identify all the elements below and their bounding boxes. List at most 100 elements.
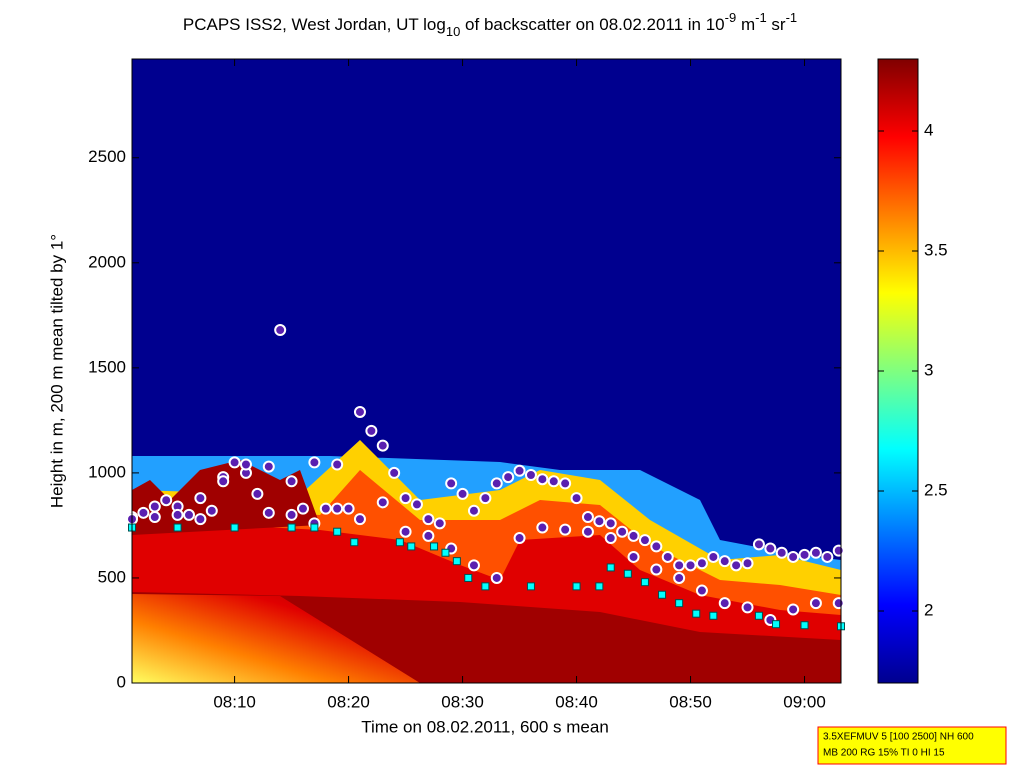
data-point [319, 502, 332, 515]
data-point [709, 611, 718, 620]
data-point [262, 506, 275, 519]
data-point [285, 508, 298, 521]
title-part: PCAPS ISS2, West Jordan, UT log [183, 15, 446, 34]
data-point [481, 582, 490, 591]
data-point [718, 555, 731, 568]
data-point [658, 590, 667, 599]
data-point [490, 477, 503, 490]
title-part: m [736, 15, 755, 34]
plot-frame [131, 58, 842, 684]
data-point [741, 601, 754, 614]
data-point [695, 584, 708, 597]
y-tick-label: 2000 [88, 252, 126, 271]
data-point [148, 511, 161, 524]
data-point [441, 548, 450, 557]
colorbar-tick-label: 3.5 [924, 240, 948, 259]
x-tick-label: 08:30 [441, 692, 484, 711]
data-point [376, 496, 389, 509]
data-point [430, 542, 439, 551]
data-point [730, 559, 743, 572]
note-line: 3.5XEFMUV 5 [100 2500] NH 600 [823, 732, 974, 743]
data-point [547, 475, 560, 488]
data-point [173, 523, 182, 532]
data-point [171, 508, 184, 521]
data-point [627, 550, 640, 563]
data-point [433, 517, 446, 530]
title-part: of backscatter on 08.02.2011 in 10 [460, 15, 724, 34]
data-point [821, 550, 834, 563]
data-point [296, 502, 309, 515]
data-point [627, 529, 640, 542]
data-point [422, 513, 435, 526]
data-point [606, 563, 615, 572]
data-point [772, 620, 781, 629]
data-point [452, 557, 461, 566]
data-point [502, 471, 515, 484]
data-point [407, 542, 416, 551]
data-point [692, 609, 701, 618]
x-axis-label: Time on 08.02.2011, 600 s mean [361, 717, 609, 736]
data-point [422, 529, 435, 542]
data-point [479, 492, 492, 505]
data-point [399, 525, 412, 538]
data-point [353, 513, 366, 526]
data-point [752, 538, 765, 551]
data-point [388, 466, 401, 479]
data-point [513, 532, 526, 545]
data-point [775, 546, 788, 559]
data-point [228, 456, 241, 469]
data-point [809, 597, 822, 610]
data-point [673, 559, 686, 572]
data-point [308, 456, 321, 469]
y-tick-label: 500 [98, 567, 126, 586]
data-point [764, 542, 777, 555]
data-point [536, 521, 549, 534]
data-point [581, 511, 594, 524]
note-box [817, 726, 1007, 765]
title-sup: -1 [786, 10, 798, 25]
data-point [526, 582, 535, 591]
data-point [230, 523, 239, 532]
data-point [536, 473, 549, 486]
data-point [445, 477, 458, 490]
data-point [194, 513, 207, 526]
data-point [604, 532, 617, 545]
data-point [464, 573, 473, 582]
data-point [754, 611, 763, 620]
data-point [707, 550, 720, 563]
marks [126, 324, 845, 631]
data-point [661, 550, 674, 563]
data-point [593, 515, 606, 528]
note-line: MB 200 RG 15% TI 0 HI 15 [823, 748, 945, 759]
data-point [239, 458, 252, 471]
colorbar-axis: 2 2.5 3 3.5 4 [878, 120, 948, 619]
y-tick-label: 0 [117, 672, 126, 691]
data-point [467, 504, 480, 517]
data-point [623, 569, 632, 578]
data-point [809, 546, 822, 559]
data-point [572, 582, 581, 591]
data-point [331, 502, 344, 515]
data-point [638, 534, 651, 547]
data-point [570, 492, 583, 505]
data-point [513, 464, 526, 477]
title-sup: -9 [725, 10, 737, 25]
data-point [194, 492, 207, 505]
colorbar-tick-label: 3 [924, 360, 933, 379]
data-point [160, 494, 173, 507]
data-point [741, 557, 754, 570]
data-point [798, 548, 811, 561]
data-point [650, 563, 663, 576]
data-point [353, 405, 366, 418]
colorbar-tick-label: 4 [924, 120, 933, 139]
y-tick-label: 1000 [88, 462, 126, 481]
x-tick-label: 08:10 [213, 692, 256, 711]
data-point [350, 538, 359, 547]
data-point [148, 500, 161, 513]
data-point [399, 492, 412, 505]
data-point [604, 517, 617, 530]
data-point [410, 498, 423, 511]
data-point [467, 559, 480, 572]
